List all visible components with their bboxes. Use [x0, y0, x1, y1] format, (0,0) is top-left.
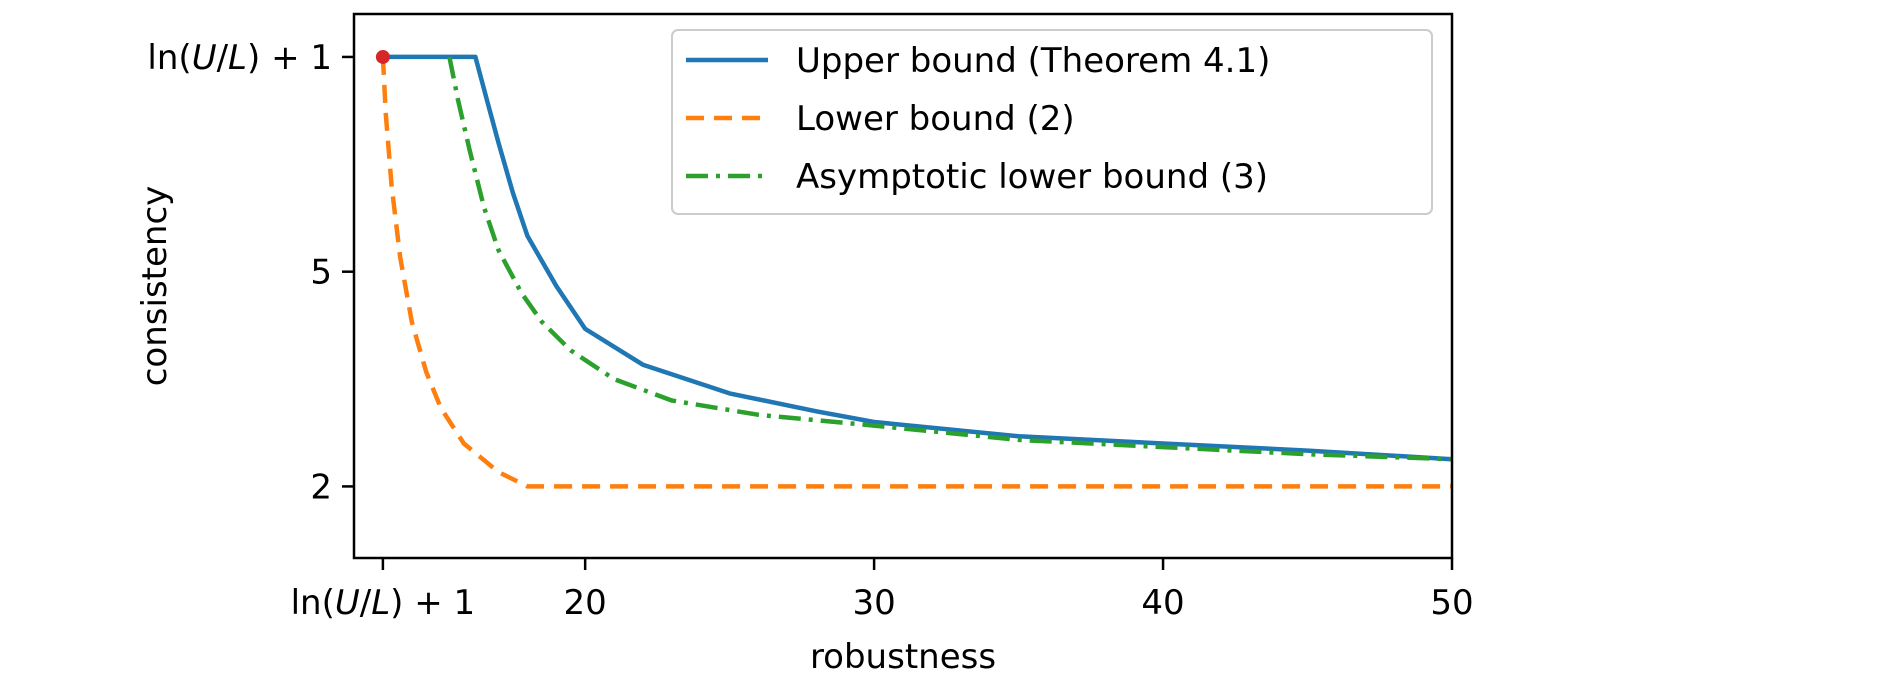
- x-tick-label: 50: [1430, 583, 1473, 623]
- y-tick-label: 5: [310, 253, 332, 293]
- series-line-3: [447, 56, 1453, 462]
- series-layer: [375, 49, 1453, 489]
- series-line-2: [380, 56, 1452, 489]
- plot-frame: [352, 12, 1454, 560]
- legend-box: [671, 29, 1433, 215]
- y-axis-label: consistency: [135, 186, 175, 387]
- x-tick-label: 20: [564, 583, 607, 623]
- legend: Upper bound (Theorem 4.1) Lower bound (2)…: [671, 29, 1433, 215]
- legend-label-3: Asymptotic lower bound (3): [796, 157, 1268, 197]
- tick-label-math: ln(U/L) + 1: [291, 583, 476, 623]
- x-tick-label: 30: [852, 583, 895, 623]
- tick-label-math: ln(U/L) + 1: [147, 38, 332, 78]
- highlight-point: [375, 49, 390, 64]
- x-tick-label: 40: [1141, 583, 1184, 623]
- series-line-1: [382, 54, 1453, 462]
- y-axis: 2 5 ln(U/L) + 1: [147, 38, 354, 507]
- legend-label-1: Upper bound (Theorem 4.1): [796, 41, 1270, 81]
- y-tick-label: 2: [310, 467, 332, 507]
- x-axis: ln(U/L) + 1 20 30 40 50: [291, 558, 1474, 623]
- x-axis-label: robustness: [810, 637, 996, 677]
- legend-label-2: Lower bound (2): [796, 99, 1075, 139]
